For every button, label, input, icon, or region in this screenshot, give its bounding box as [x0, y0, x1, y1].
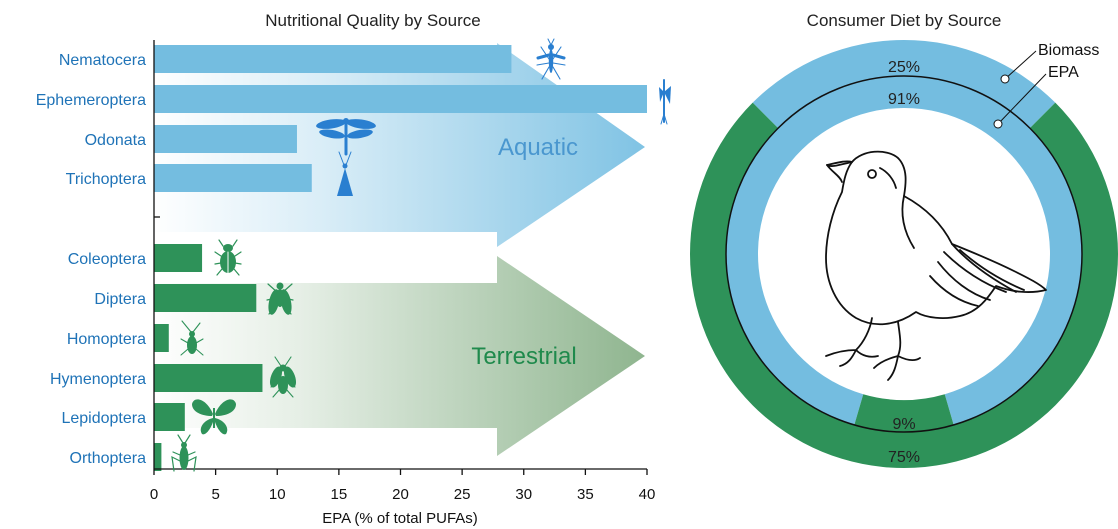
slice-biomass-terrestrial [690, 102, 1118, 468]
mayfly-icon [659, 79, 671, 125]
category-label-hymenoptera: Hymenoptera [50, 371, 146, 388]
caddisfly-icon [337, 151, 353, 196]
x-tick-label: 35 [577, 486, 594, 503]
x-axis-label: EPA (% of total PUFAs) [322, 510, 478, 527]
category-label-ephemeroptera: Ephemeroptera [36, 92, 146, 109]
category-label-lepidoptera: Lepidoptera [61, 410, 146, 427]
aquatic-group-label: Aquatic [498, 134, 578, 161]
fly-icon [266, 282, 294, 315]
category-labels: Nematocera Ephemeroptera Odonata Trichopter… [36, 52, 146, 467]
bar-diptera [154, 284, 257, 312]
bar-homoptera [154, 324, 169, 352]
category-label-diptera: Diptera [94, 291, 146, 308]
grasshopper-icon [171, 434, 197, 472]
bar-ephemeroptera [154, 85, 647, 113]
ring-divider [725, 75, 1083, 433]
beetle-icon [214, 239, 242, 276]
bird-icon [825, 150, 1047, 381]
category-label-orthoptera: Orthoptera [70, 450, 147, 467]
category-label-odonata: Odonata [85, 132, 146, 149]
slice-epa-aquatic [725, 75, 1082, 425]
category-label-coleoptera: Coleoptera [68, 251, 146, 268]
bar-chart-title: Nutritional Quality by Source [265, 11, 480, 30]
legend-biomass: Biomass [1038, 42, 1099, 59]
category-label-homoptera: Homoptera [67, 331, 146, 348]
epa-leader-line [997, 73, 1047, 125]
epa-pointer [993, 119, 1003, 129]
butterfly-icon [192, 399, 236, 435]
x-tick-label: 15 [331, 486, 348, 503]
diet-donut [690, 40, 1118, 468]
leafhopper-icon [180, 320, 204, 356]
biomass-pointer [1000, 74, 1010, 84]
wasp-icon [269, 356, 297, 398]
epa-aquatic-label: 91% [888, 91, 920, 108]
mosquito-icon [536, 38, 566, 80]
category-label-trichoptera: Trichoptera [66, 171, 146, 188]
bar-hymenoptera [154, 364, 263, 392]
category-label-nematocera: Nematocera [59, 52, 146, 69]
bar-odonata [154, 125, 297, 153]
legend-epa: EPA [1048, 64, 1079, 81]
x-tick-label: 10 [269, 486, 286, 503]
bar-lepidoptera [154, 403, 185, 431]
slice-biomass-aquatic [752, 40, 1056, 129]
x-tick-label: 40 [639, 486, 656, 503]
biomass-terrestrial-label: 75% [888, 449, 920, 466]
biomass-leader-line [1004, 50, 1037, 80]
bar-series [154, 45, 647, 471]
bar-coleoptera [154, 244, 203, 272]
dragonfly-icon [316, 118, 376, 156]
bar-nematocera [154, 45, 512, 73]
x-tick-label: 5 [211, 486, 219, 503]
donut-chart-title: Consumer Diet by Source [807, 11, 1002, 30]
slice-epa-terrestrial [854, 394, 954, 432]
bar-orthoptera [154, 443, 162, 471]
biomass-aquatic-label: 25% [888, 59, 920, 76]
x-tick-label: 25 [454, 486, 471, 503]
x-axis-ticks: 0 5 10 15 20 25 30 35 40 [150, 469, 656, 503]
x-tick-label: 0 [150, 486, 158, 503]
x-tick-label: 30 [515, 486, 532, 503]
bar-trichoptera [154, 164, 312, 192]
epa-terrestrial-label: 9% [892, 416, 915, 433]
x-tick-label: 20 [392, 486, 409, 503]
terrestrial-group-label: Terrestrial [471, 343, 576, 370]
